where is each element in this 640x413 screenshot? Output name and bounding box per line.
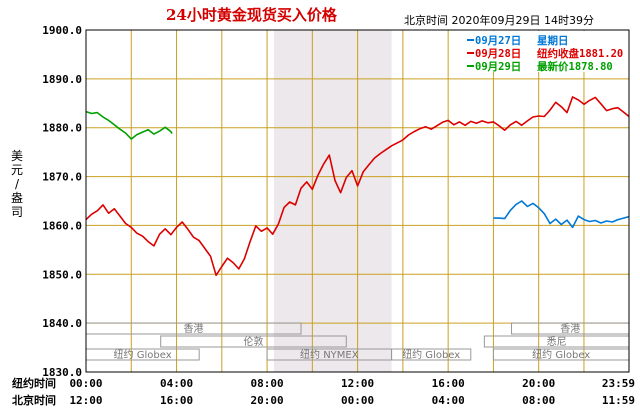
y-tick-label: 1830.0 [42,366,82,379]
y-label-char: 司 [11,205,23,219]
bj-tick-label: 04:00 [432,394,465,407]
ny-tick-label: 20:00 [522,377,555,390]
ny-tick-label: 04:00 [160,377,193,390]
legend-text: 星期日 [537,34,569,47]
y-tick-label: 1900.0 [42,24,82,37]
series-line [493,200,630,229]
y-axis-ticks: 1830.0 1840.0 1850.0 1860.0 1870.0 1880.0 1890… [42,24,82,379]
series-line [85,110,173,140]
ny-tick-label: 08:00 [251,377,284,390]
bj-tick-label: 20:00 [251,394,284,407]
y-tick-label: 1890.0 [42,73,82,86]
bj-tick-label: 12:00 [69,394,102,407]
y-tick-label: 1850.0 [42,268,82,281]
ny-tick-label: 12:00 [341,377,374,390]
bj-tick-label: 11:59 [602,394,635,407]
ny-tick-label: 16:00 [432,377,465,390]
price-lines [85,96,630,277]
y-label-char: / [15,177,20,191]
session-label: 纽约 Globex [532,348,590,361]
ny-tick-label: 00:00 [69,377,102,390]
legend-date: 09月29日 [475,61,521,73]
y-tick-label: 1840.0 [42,317,82,330]
chart-title: 24小时黄金现货买入价格 [166,6,338,24]
session-label: 纽约 Globex [402,348,460,361]
datetime-label: 北京时间 2020年09月29日 14时39分 [404,13,594,27]
series-line [85,96,630,277]
bj-tick-label: 16:00 [160,394,193,407]
y-tick-label: 1870.0 [42,171,82,184]
y-label-char: 元 [11,163,23,177]
y-label-char: 盎 [11,191,23,205]
session-label: 悉尼 [547,336,567,348]
y-axis-label: 美元/盎司 [11,149,23,219]
session-label: 香港 [560,323,580,335]
session-bar [391,348,472,361]
bj-time-row-label: 北京时间 [12,393,56,407]
x-axis-ticks: 00:00 12:00 04:00 16:00 08:00 20:00 12:00 00:00… [69,377,635,407]
bj-tick-label: 08:00 [522,394,555,407]
y-tick-label: 1880.0 [42,122,82,135]
legend-text: 最新价1878.80 [537,60,613,73]
session-label: 香港 [184,323,204,335]
bj-tick-label: 00:00 [341,394,374,407]
legend-date: 09月28日 [475,48,521,60]
y-label-char: 美 [11,149,23,163]
y-tick-label: 1860.0 [42,219,82,232]
session-bar [160,335,347,348]
session-label: 纽约 Globex [114,348,172,361]
plot-frame [85,29,630,373]
ny-time-row-label: 纽约时间 [12,376,56,390]
legend-date: 09月27日 [475,35,521,47]
legend-text: 纽约收盘1881.20 [537,47,623,60]
ny-tick-label: 23:59 [602,377,635,390]
nymex-session-shade [273,30,392,372]
session-label: 纽约 NYMEX [300,348,359,361]
legend: 09月27日 星期日 09月28日 纽约收盘1881.20 09月29日 最新价1878.… [465,31,628,73]
session-label: 伦敦 [243,335,263,348]
